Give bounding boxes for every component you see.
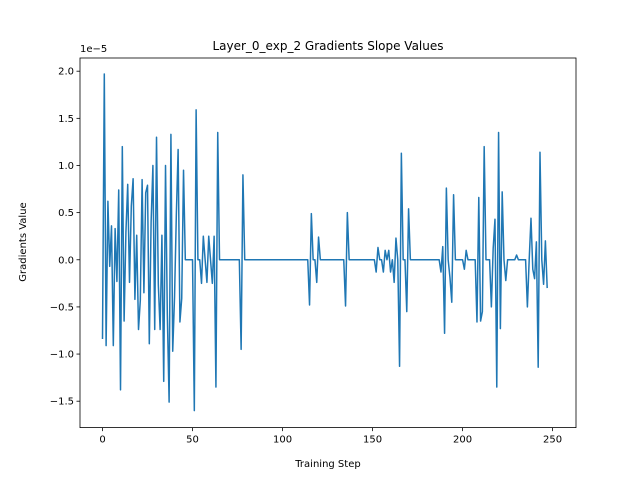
x-tick-label: 200 xyxy=(453,435,472,446)
x-tick-label: 250 xyxy=(543,435,562,446)
x-tick-label: 150 xyxy=(363,435,382,446)
x-tick-label: 50 xyxy=(186,435,199,446)
series-line-0 xyxy=(101,73,548,412)
y-axis-label: Gradients Value xyxy=(18,202,29,281)
x-tick-label: 100 xyxy=(273,435,292,446)
x-tick-label: 0 xyxy=(99,435,105,446)
plot-area xyxy=(101,73,548,412)
y-tick-label: −1.5 xyxy=(50,397,74,408)
y-tick-label: −0.5 xyxy=(50,302,74,313)
y-tick-label: 1.5 xyxy=(58,114,74,125)
chart-title: Layer_0_exp_2 Gradients Slope Values xyxy=(212,39,443,53)
y-tick-label: 2.0 xyxy=(58,67,74,78)
y-tick-label: 1.0 xyxy=(58,161,74,172)
x-axis-label: Training Step xyxy=(294,459,360,470)
axis-ticks: 0 50 100 150 200 250 −1.5 −1.0 −0.5 0.0 0.5 1.0 1.5 2… xyxy=(50,67,562,446)
y-tick-label: 0.5 xyxy=(58,208,74,219)
y-tick-label: 0.0 xyxy=(58,255,74,266)
y-tick-label: −1.0 xyxy=(50,350,74,361)
axes-frame xyxy=(79,57,577,429)
y-offset-text: 1e−5 xyxy=(80,44,107,55)
